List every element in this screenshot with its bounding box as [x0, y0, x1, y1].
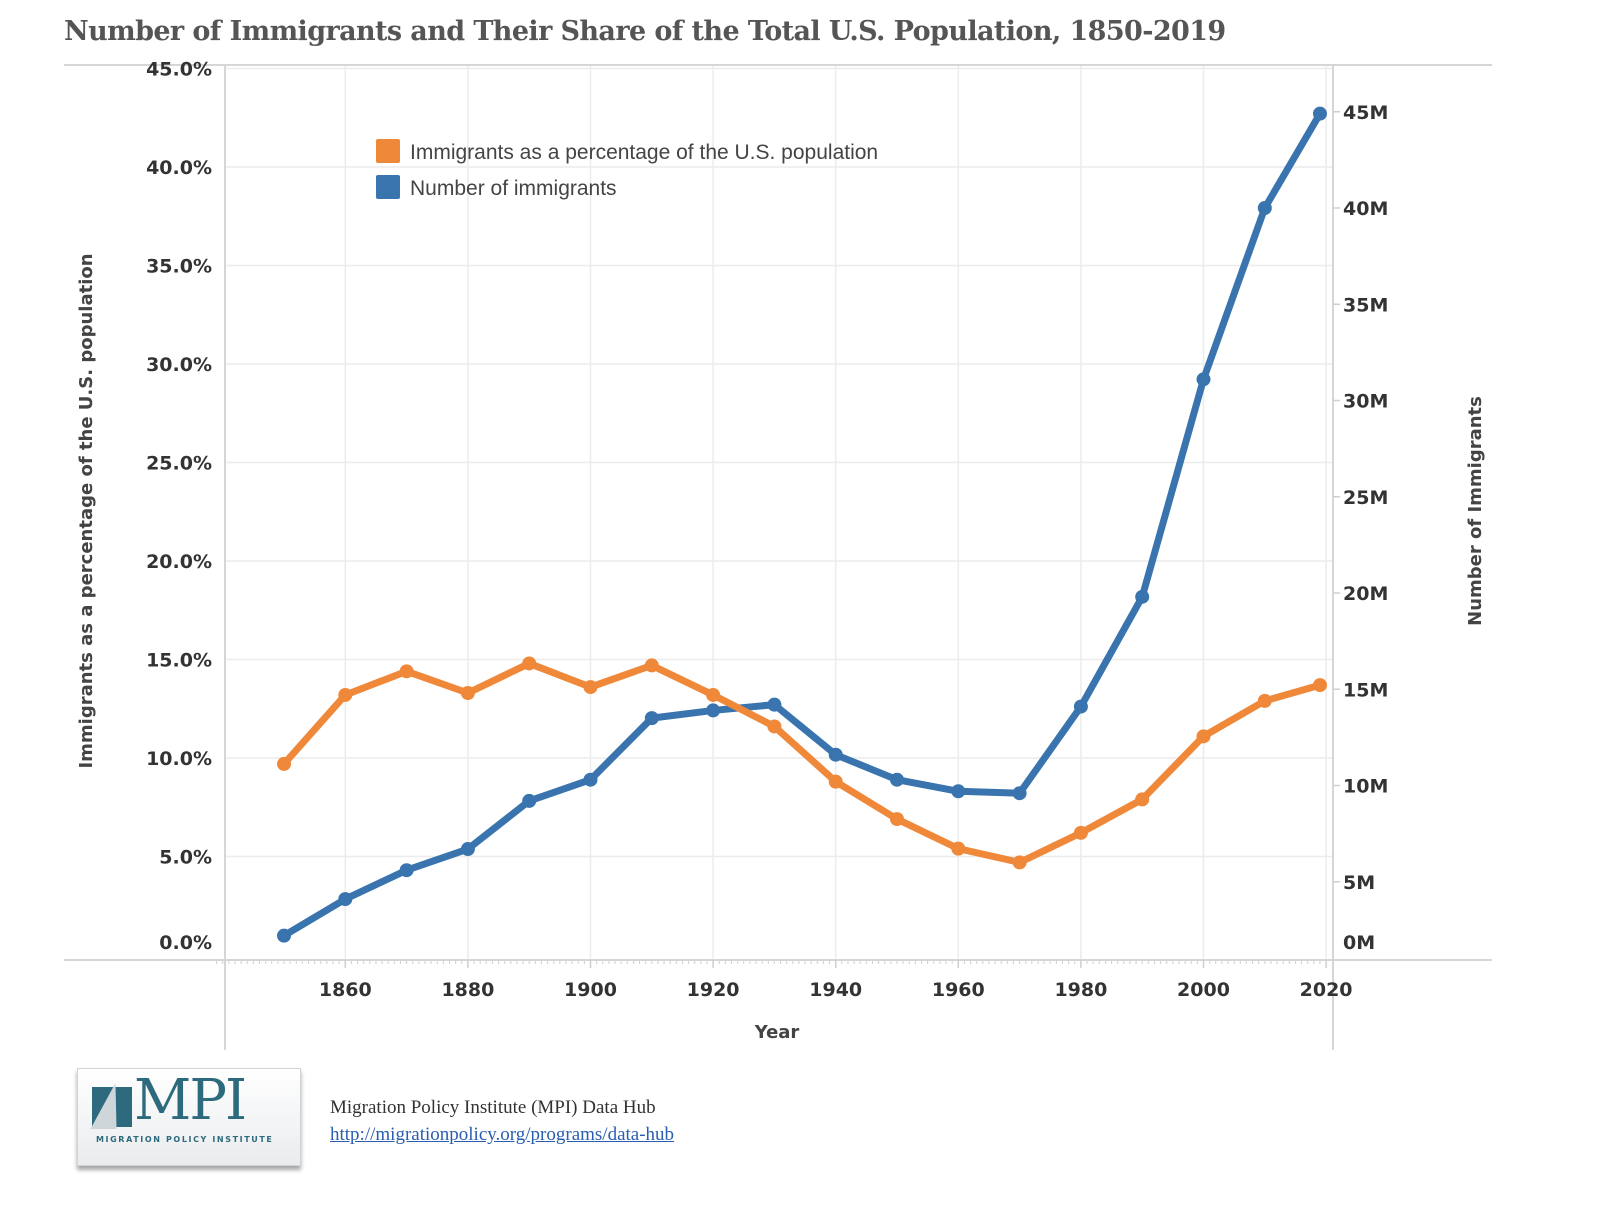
gridlines	[225, 65, 1333, 960]
left-tick-label: 0.0%	[159, 932, 212, 954]
right-tick-label: 10M	[1343, 776, 1388, 798]
right-tick-label: 45M	[1343, 102, 1388, 124]
legend-label-percentage: Immigrants as a percentage of the U.S. p…	[410, 141, 878, 164]
number-of-immigrants-point[interactable]: 2010: 40	[1257, 201, 1272, 215]
number-of-immigrants-point[interactable]: 2019: 44.9	[1312, 106, 1327, 121]
right-tick-label: 30M	[1343, 391, 1388, 413]
number-of-immigrants-point[interactable]: 1950: 10.3	[890, 772, 904, 787]
number-of-immigrants-point[interactable]: 1960: 9.7	[951, 784, 966, 799]
x-tick-label: 1880	[441, 979, 494, 1001]
logo-square-icon	[92, 1087, 132, 1127]
left-tick-label: 45.0%	[146, 59, 212, 81]
right-tick-label: 0M	[1343, 932, 1375, 954]
percentage-point[interactable]: 1870: 14.4	[399, 664, 414, 679]
source-link[interactable]: http://migrationpolicy.org/programs/data…	[330, 1124, 675, 1145]
mpi-logo[interactable]: MPI MIGRATION POLICY INSTITUTE	[77, 1068, 301, 1166]
right-tick-label: 40M	[1343, 198, 1388, 220]
number-of-immigrants-line	[280, 110, 1324, 940]
logo-wordmark: MPI	[134, 1068, 247, 1133]
x-tick-label: 2020	[1300, 979, 1353, 1001]
right-tick-label: 35M	[1343, 294, 1388, 316]
legend-swatch-blue	[376, 175, 400, 199]
x-axis-minor-ticks	[216, 961, 1321, 964]
legend-item-percentage[interactable]: Immigrants as a percentage of the U.S. p…	[376, 139, 878, 164]
percentage-point[interactable]: 1920: 13.2	[706, 687, 721, 702]
number-of-immigrants-point[interactable]: 1910: 13.5	[644, 711, 659, 726]
left-tick-label: 5.0%	[159, 847, 212, 869]
legend: Immigrants as a percentage of the U.S. p…	[376, 139, 878, 200]
x-tick-label: 1900	[564, 979, 617, 1001]
percentage-point[interactable]: 1850: 9.7	[277, 756, 291, 771]
left-axis-title: Immigrants as a percentage of the U.S. p…	[76, 253, 97, 768]
percentage-point[interactable]: 1910: 14.7	[644, 658, 659, 673]
right-axis-title: Number of Immigrants	[1465, 396, 1486, 626]
x-tick-label: 1960	[932, 979, 985, 1001]
left-axis-ticks: 0.0% 5.0% 10.0% 15.0% 20.0% 25.0% 30.0% 35.0% 40…	[146, 59, 212, 955]
x-tick-label: 2000	[1177, 979, 1230, 1001]
x-tick-label: 1920	[687, 979, 740, 1001]
left-tick-label: 15.0%	[146, 650, 212, 672]
percentage-point[interactable]: 1980: 6.2	[1073, 825, 1088, 840]
percentage-point[interactable]: 1900: 13.6	[583, 680, 598, 695]
chart-title: Number of Immigrants and Their Share of …	[64, 16, 1226, 47]
x-tick-label: 1980	[1054, 979, 1107, 1001]
percentage-point[interactable]: 1940: 8.8	[828, 774, 843, 789]
x-axis-title: Year	[754, 1022, 800, 1043]
right-tick-label: 5M	[1343, 872, 1375, 894]
number-of-immigrants-point[interactable]: 1880: 6.7	[460, 842, 475, 857]
percentage-point[interactable]: 2019: 13.7	[1312, 678, 1327, 693]
number-of-immigrants-point[interactable]: 1970: 9.6	[1012, 786, 1027, 801]
right-tick-label: 20M	[1343, 583, 1388, 605]
x-tick-label: 1940	[809, 979, 862, 1001]
left-tick-label: 25.0%	[146, 453, 212, 475]
number-of-immigrants-point[interactable]: 1980: 14.1	[1073, 699, 1088, 714]
series-percentage: 1850: 9.7 1860: 13.2 1870: 14.4 1880: 13.3 1…	[277, 656, 1327, 870]
number-of-immigrants-point[interactable]: 1860: 4.1	[338, 892, 353, 907]
percentage-line	[280, 659, 1324, 866]
percentage-point[interactable]: 2000: 11.1	[1196, 729, 1211, 744]
number-of-immigrants-point[interactable]: 1990: 19.8	[1135, 589, 1150, 604]
percentage-point[interactable]: 1860: 13.2	[338, 687, 353, 702]
percentage-point[interactable]: 1930: 11.6	[767, 719, 782, 734]
left-tick-label: 10.0%	[146, 748, 212, 770]
left-tick-label: 40.0%	[146, 157, 212, 179]
logo-subtext: MIGRATION POLICY INSTITUTE	[96, 1135, 274, 1144]
legend-label-number: Number of immigrants	[410, 177, 617, 200]
legend-item-number[interactable]: Number of immigrants	[376, 175, 617, 200]
right-axis-ticks: 0M 5M 10M 15M 20M 25M 30M 35M 40M 45M	[1333, 102, 1388, 954]
number-of-immigrants-point[interactable]: 1870: 5.6	[399, 863, 414, 878]
number-of-immigrants-point[interactable]: 1940: 11.6	[828, 747, 843, 762]
number-of-immigrants-point[interactable]: 2000: 31.1	[1196, 372, 1211, 387]
x-tick-label: 1860	[319, 979, 372, 1001]
number-of-immigrants-point[interactable]: 1890: 9.2	[522, 793, 537, 808]
number-of-immigrants-point[interactable]: 1920: 13.9	[706, 703, 721, 718]
percentage-point[interactable]: 1880: 13.3	[460, 685, 475, 700]
legend-swatch-orange	[376, 139, 400, 163]
percentage-point[interactable]: 1960: 5.4	[951, 841, 966, 856]
percentage-point[interactable]: 1950: 6.9	[890, 812, 904, 827]
right-tick-label: 25M	[1343, 487, 1388, 509]
chart-frame	[64, 64, 1492, 1050]
number-of-immigrants-point[interactable]: 1850: 2.2	[277, 928, 291, 943]
source-text: Migration Policy Institute (MPI) Data Hu…	[330, 1097, 656, 1118]
series-number-of-immigrants: 1850: 2.2 1860: 4.1 1870: 5.6 1880: 6.7 1890…	[277, 106, 1327, 943]
percentage-point[interactable]: 1970: 4.7	[1012, 855, 1027, 870]
left-tick-label: 30.0%	[146, 354, 212, 376]
left-tick-label: 20.0%	[146, 551, 212, 573]
x-axis-ticks: 1860 1880 1900 1920 1940 1960 1980 2000 2020	[319, 960, 1353, 1001]
number-of-immigrants-point[interactable]: 1930: 14.2	[767, 697, 782, 712]
right-tick-label: 15M	[1343, 679, 1388, 701]
percentage-point[interactable]: 1990: 7.9	[1135, 792, 1150, 807]
number-of-immigrants-point[interactable]: 1900: 10.3	[583, 772, 598, 787]
left-tick-label: 35.0%	[146, 256, 212, 278]
percentage-point[interactable]: 2010: 12.9	[1257, 693, 1272, 708]
percentage-point[interactable]: 1890: 14.8	[522, 656, 537, 671]
